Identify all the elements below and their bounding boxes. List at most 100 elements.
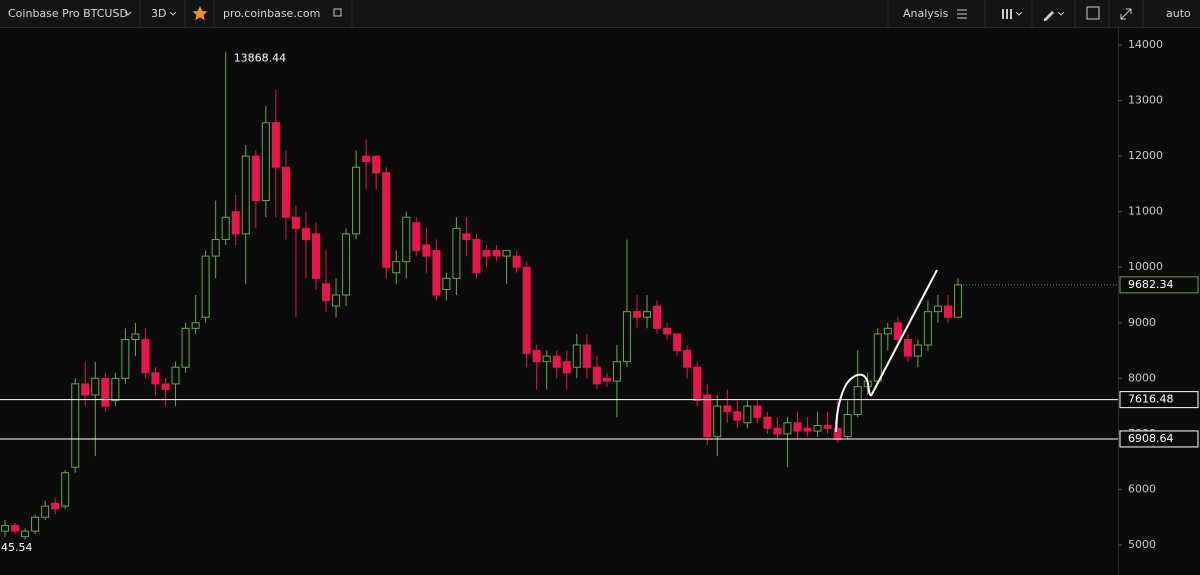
candle-body (622, 311, 631, 363)
candle-body (271, 122, 280, 168)
candle-body (392, 261, 401, 274)
candle-body (191, 322, 200, 329)
candle-body (743, 405, 752, 424)
dropdown-arrow (124, 11, 132, 16)
candle-body (281, 166, 290, 218)
price-label: 7616.48 (1128, 393, 1174, 406)
y-tick-label: 12000 (1128, 149, 1163, 162)
symbol[interactable]: Coinbase Pro BTCUSD (8, 7, 128, 20)
candle-body (352, 166, 361, 235)
indicator-icon[interactable] (1086, 6, 1100, 20)
candle-body (723, 405, 732, 413)
candle-body (903, 338, 912, 357)
candle-body (733, 411, 742, 421)
candle-body (161, 383, 170, 390)
candle-body (81, 383, 90, 396)
candle-body (562, 361, 571, 374)
low-label: 45.54 (1, 541, 33, 554)
candle-body (221, 216, 230, 240)
y-tick-label: 9000 (1128, 316, 1156, 329)
candle-body (482, 250, 491, 257)
candle-body (342, 233, 351, 296)
candle-body (843, 413, 852, 438)
candle-body (121, 338, 130, 379)
dropdown-arrow (1057, 11, 1065, 16)
site[interactable]: pro.coinbase.com (223, 7, 320, 20)
candle-body (823, 425, 832, 429)
candle-body (512, 255, 521, 268)
last-price-label: 9682.34 (1128, 278, 1174, 291)
candle-body (773, 427, 782, 435)
candle-body (382, 172, 391, 268)
candle-body (21, 530, 30, 538)
candle-body (241, 155, 250, 235)
candle-body (632, 311, 641, 318)
candle-body (131, 333, 140, 340)
draw-icon[interactable] (1044, 11, 1054, 21)
candle-body (231, 211, 240, 235)
scale-mode[interactable]: auto (1166, 7, 1191, 20)
candle-body (893, 322, 902, 340)
price-label-box (1119, 430, 1199, 448)
high-label: 13868.44 (234, 51, 287, 64)
candle-body (532, 350, 541, 363)
candle-body (61, 472, 70, 507)
plot-area: 5000600070008000900010000110001200013000… (0, 38, 1199, 554)
candle-body (653, 305, 662, 329)
candle-body (913, 344, 922, 357)
dropdown-arrow (169, 11, 177, 16)
candle-body (251, 155, 260, 202)
external-icon[interactable] (333, 8, 342, 17)
candle-body (412, 222, 421, 252)
candle-body (943, 305, 952, 318)
candle-body (693, 366, 702, 402)
candle-body (291, 216, 300, 229)
hand-drawn-line (835, 269, 938, 433)
candle-body (853, 386, 862, 415)
y-tick-label: 10000 (1128, 260, 1163, 273)
candle-body (171, 366, 180, 385)
candle-body (71, 383, 80, 468)
candle-body (542, 355, 551, 363)
candle-body (883, 327, 892, 335)
candle-body (332, 294, 341, 307)
candle-body (472, 238, 481, 274)
interval[interactable]: 3D (151, 7, 166, 20)
candle-body (803, 427, 812, 432)
analysis-icon (957, 9, 967, 19)
candle-body (663, 327, 672, 335)
candle-body (151, 372, 160, 385)
candle-body (683, 350, 692, 368)
candle-body (643, 311, 652, 318)
y-tick-label: 13000 (1128, 94, 1163, 107)
candle-body (703, 394, 712, 438)
candle-body (602, 377, 611, 382)
price-label-box (1119, 391, 1199, 409)
candle-body (673, 333, 682, 352)
candle-body (362, 155, 371, 163)
candle-body (201, 255, 210, 318)
candle-body (954, 284, 962, 318)
dropdown-arrow (1015, 11, 1023, 16)
chart-type-icon[interactable] (1002, 9, 1012, 19)
candle-body (492, 250, 501, 257)
candle-body (813, 425, 822, 432)
candle-body (432, 250, 441, 296)
analysis-button[interactable]: Analysis (903, 7, 949, 20)
candle-body (91, 377, 100, 396)
candle-body (181, 327, 190, 368)
favorite-star[interactable] (192, 6, 208, 21)
candle-body (322, 283, 331, 302)
candle-body (311, 233, 320, 279)
candle-body (101, 377, 110, 407)
candle-body (141, 338, 150, 374)
candle-body (763, 416, 772, 429)
fullscreen-icon[interactable] (1120, 8, 1132, 20)
candle-body (783, 422, 792, 435)
candle-body (502, 250, 511, 257)
toolbar: Coinbase Pro BTCUSD 3D pro.coinbase.com … (0, 0, 1200, 28)
y-tick-label: 5000 (1128, 538, 1156, 551)
candle-body (422, 244, 431, 257)
candle-body (522, 266, 531, 354)
